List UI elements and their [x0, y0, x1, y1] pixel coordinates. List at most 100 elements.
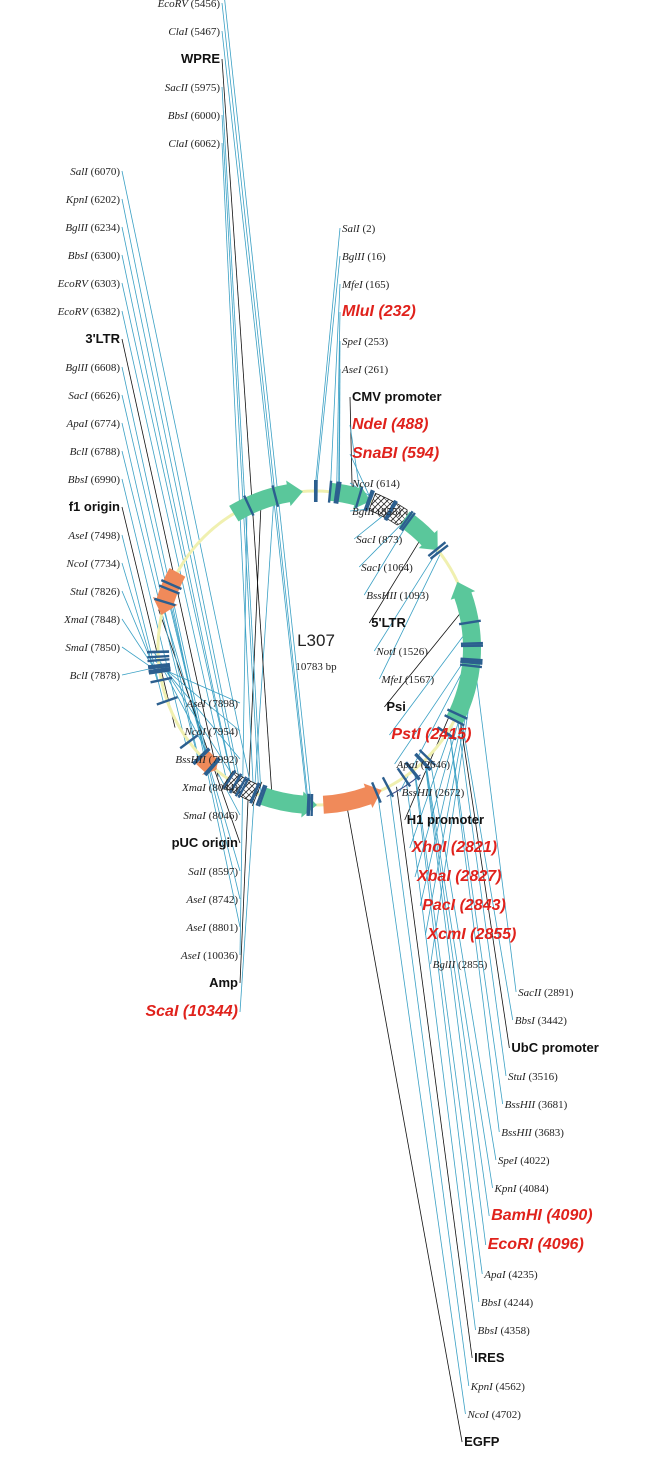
site-position: (1093) — [400, 590, 430, 602]
feature-label-wpre: WPRE — [181, 51, 220, 66]
feature-label-3-ltr: 3'LTR — [85, 331, 120, 346]
site-position: (5467) — [191, 26, 221, 38]
site-name: XmaI — [181, 782, 207, 794]
site-tick-psti-2415 — [458, 619, 481, 626]
site-tick-bglii-6234 — [234, 776, 248, 797]
site-name: EcoRV — [57, 278, 90, 290]
site-position: (8046) — [209, 810, 239, 822]
site-name: BbsI — [168, 110, 190, 122]
site-leader-line — [221, 2, 310, 809]
site-name: BssHII — [175, 754, 207, 766]
site-leader-line — [363, 518, 412, 596]
site-label-asei-10036: AseI (10036) — [180, 950, 238, 962]
site-tick-smai-8046 — [147, 650, 170, 654]
site-name: ClaI — [168, 138, 189, 150]
site-name: BclI — [70, 446, 90, 458]
site-label-apai-6774: ApaI (6774) — [66, 418, 121, 430]
site-name: MfeI — [380, 674, 403, 686]
site-position: (3516) — [528, 1071, 558, 1083]
site-label-bbsi-6990: BbsI (6990) — [68, 474, 121, 486]
leader-lines — [121, 0, 517, 1443]
site-position: (4358) — [500, 1325, 530, 1337]
site-leader-line — [330, 283, 341, 488]
site-leader-line — [457, 722, 507, 1077]
site-name: SnaBI — [352, 445, 398, 462]
site-leader-line — [221, 142, 255, 797]
site-tick-bbsi-4244 — [404, 761, 421, 781]
site-position: (2855) — [470, 926, 516, 943]
site-position: (1526) — [399, 646, 429, 658]
site-name: XmaI — [63, 614, 89, 626]
site-name: MfeI — [341, 279, 364, 291]
site-position: (2) — [362, 223, 375, 235]
site-tick-bglii-6608 — [204, 758, 221, 777]
site-label-bbsi-6300: BbsI (6300) — [68, 250, 121, 262]
feature-leader-line — [459, 718, 510, 1049]
site-label-mfei-165: MfeI (165) — [341, 279, 390, 291]
site-leader-line — [414, 774, 480, 1303]
site-position: (4090) — [546, 1207, 592, 1224]
site-tick-bsshii-7992 — [147, 654, 170, 659]
site-label-bglii-16: BglII (16) — [342, 251, 386, 263]
site-tick-saci-873 — [385, 500, 398, 522]
site-position: (6234) — [91, 222, 121, 234]
site-tick-stui-3516 — [444, 714, 465, 727]
site-label-bbsi-4244: BbsI (4244) — [481, 1297, 534, 1309]
site-position: (4562) — [496, 1381, 526, 1393]
site-tick-bbsi-6990 — [179, 734, 199, 750]
site-name: BglII — [342, 251, 366, 263]
site-label-asei-7498: AseI (7498) — [67, 530, 120, 542]
site-tick-ecorv-6382 — [222, 769, 237, 790]
site-tick-sali-8597 — [154, 597, 176, 607]
site-label-mlui-232: MluI (232) — [342, 303, 416, 320]
site-position: (2821) — [451, 839, 497, 856]
site-position: (594) — [402, 445, 439, 462]
site-label-xmai-8044: XmaI (8044) — [181, 782, 238, 794]
site-name: PstI — [391, 726, 421, 743]
site-name: NdeI — [352, 416, 387, 433]
site-tick-noti-1526 — [427, 541, 447, 557]
site-leader-line — [121, 310, 228, 784]
site-leader-line — [221, 114, 260, 800]
site-name: KpnI — [494, 1183, 518, 1195]
site-tick-bsshii-1093 — [400, 512, 416, 532]
site-label-asei-8742: AseI (8742) — [185, 894, 238, 906]
site-leader-line — [389, 621, 475, 736]
site-label-xhoi-2821: XhoI (2821) — [411, 839, 497, 856]
site-leader-line — [349, 453, 370, 497]
site-position: (6774) — [91, 418, 121, 430]
site-position: (6303) — [91, 278, 121, 290]
site-tick-asei-10036 — [243, 495, 255, 517]
site-name: BglII — [65, 362, 89, 374]
site-leader-line — [121, 534, 164, 703]
site-position: (10036) — [203, 950, 238, 962]
site-name: XhoI — [411, 839, 447, 856]
feature-label-cmv-promoter: CMV promoter — [352, 389, 442, 404]
site-label-spei-253: SpeI (253) — [342, 336, 388, 348]
site-name: BssHII — [366, 590, 398, 602]
site-leader-line — [160, 600, 241, 872]
site-position: (6990) — [91, 474, 121, 486]
site-leader-line — [121, 366, 211, 771]
site-label-saci-1064: SacI (1064) — [361, 562, 413, 574]
site-position: (7850) — [91, 642, 121, 654]
site-tick-ncoi-7954 — [147, 658, 170, 663]
feature-label-amp: Amp — [209, 975, 238, 990]
feature-leader-line — [221, 58, 273, 804]
site-label-clai-5467: ClaI (5467) — [168, 26, 220, 38]
site-tick-ecorv-6303 — [228, 773, 243, 794]
site-tick-scai-10344 — [271, 485, 280, 508]
site-label-bamhi-4090: BamHI (4090) — [491, 1207, 592, 1224]
site-name: BbsI — [68, 250, 90, 262]
site-tick-bglii-855 — [383, 499, 397, 521]
site-position: (2843) — [460, 897, 506, 914]
site-tick-snabi-594 — [363, 489, 374, 512]
site-name: SacI — [361, 562, 382, 574]
site-position: (7734) — [91, 558, 121, 570]
site-name: SacI — [68, 390, 89, 402]
site-label-paci-2843: PacI (2843) — [422, 897, 506, 914]
site-position: (7848) — [91, 614, 121, 626]
site-name: BglII — [433, 959, 457, 971]
site-position: (6626) — [91, 390, 121, 402]
site-position: (7992) — [209, 754, 239, 766]
